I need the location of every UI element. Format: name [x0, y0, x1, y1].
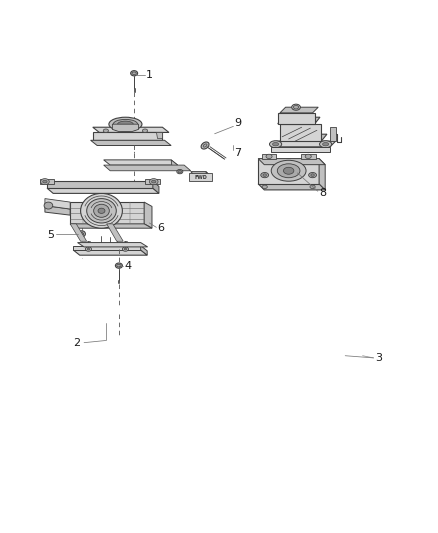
- Polygon shape: [330, 127, 336, 141]
- Ellipse shape: [269, 141, 282, 148]
- Ellipse shape: [203, 144, 207, 147]
- Polygon shape: [141, 246, 147, 255]
- Ellipse shape: [109, 117, 142, 131]
- Polygon shape: [73, 246, 141, 250]
- Polygon shape: [319, 158, 325, 190]
- Polygon shape: [113, 124, 138, 132]
- Polygon shape: [93, 127, 169, 133]
- Ellipse shape: [178, 171, 182, 173]
- Text: 9: 9: [234, 118, 241, 128]
- Polygon shape: [93, 133, 162, 140]
- Ellipse shape: [292, 104, 300, 110]
- Polygon shape: [271, 141, 336, 147]
- Ellipse shape: [132, 72, 136, 75]
- Ellipse shape: [149, 179, 158, 184]
- Polygon shape: [261, 154, 276, 158]
- Ellipse shape: [310, 185, 315, 189]
- Polygon shape: [70, 224, 152, 228]
- Ellipse shape: [277, 164, 300, 177]
- Ellipse shape: [41, 179, 49, 184]
- Text: 4: 4: [124, 261, 131, 271]
- Ellipse shape: [87, 248, 90, 250]
- Polygon shape: [280, 107, 318, 113]
- Polygon shape: [47, 188, 159, 193]
- Ellipse shape: [152, 180, 156, 183]
- Ellipse shape: [117, 264, 121, 267]
- Text: 7: 7: [234, 148, 241, 158]
- Text: 2: 2: [73, 338, 80, 348]
- Polygon shape: [70, 224, 87, 241]
- Ellipse shape: [98, 208, 105, 213]
- Ellipse shape: [311, 174, 314, 176]
- Ellipse shape: [113, 119, 138, 129]
- Polygon shape: [258, 158, 319, 184]
- Polygon shape: [280, 134, 327, 141]
- Ellipse shape: [177, 169, 183, 174]
- Ellipse shape: [117, 121, 133, 127]
- Ellipse shape: [116, 263, 122, 268]
- Polygon shape: [40, 180, 53, 184]
- Text: 6: 6: [157, 223, 164, 233]
- Polygon shape: [47, 181, 153, 188]
- Ellipse shape: [124, 248, 127, 250]
- Polygon shape: [70, 202, 144, 224]
- Polygon shape: [278, 113, 315, 124]
- Polygon shape: [301, 154, 316, 158]
- Ellipse shape: [87, 199, 116, 223]
- Ellipse shape: [309, 173, 317, 177]
- Ellipse shape: [266, 154, 272, 158]
- Polygon shape: [258, 184, 325, 190]
- Polygon shape: [258, 158, 325, 165]
- Ellipse shape: [272, 142, 279, 146]
- Text: FWD: FWD: [194, 175, 207, 180]
- Text: 3: 3: [376, 353, 383, 363]
- Polygon shape: [271, 147, 330, 152]
- Ellipse shape: [201, 142, 209, 149]
- Ellipse shape: [78, 231, 85, 237]
- Polygon shape: [278, 117, 320, 124]
- Polygon shape: [91, 140, 171, 146]
- Ellipse shape: [122, 247, 128, 251]
- Ellipse shape: [293, 106, 299, 109]
- Ellipse shape: [263, 174, 266, 176]
- Ellipse shape: [94, 204, 110, 217]
- Polygon shape: [144, 202, 152, 228]
- Polygon shape: [45, 206, 70, 215]
- Polygon shape: [145, 180, 160, 184]
- Ellipse shape: [305, 154, 311, 158]
- Polygon shape: [104, 165, 191, 171]
- Ellipse shape: [44, 202, 53, 209]
- Ellipse shape: [322, 142, 328, 146]
- Polygon shape: [104, 160, 178, 165]
- Ellipse shape: [142, 129, 148, 133]
- Ellipse shape: [283, 167, 294, 174]
- Text: 1: 1: [146, 70, 153, 80]
- Ellipse shape: [43, 180, 47, 183]
- Polygon shape: [78, 243, 148, 247]
- Polygon shape: [73, 250, 147, 255]
- Polygon shape: [107, 224, 123, 241]
- Polygon shape: [191, 172, 210, 176]
- Ellipse shape: [262, 185, 267, 189]
- Ellipse shape: [103, 129, 109, 133]
- Ellipse shape: [80, 232, 84, 235]
- Polygon shape: [206, 172, 210, 180]
- Text: 8: 8: [319, 188, 326, 198]
- Ellipse shape: [320, 141, 332, 148]
- Polygon shape: [45, 199, 70, 209]
- Ellipse shape: [261, 173, 268, 177]
- Bar: [189, 173, 212, 181]
- Polygon shape: [156, 133, 162, 138]
- Text: 5: 5: [47, 230, 54, 240]
- Polygon shape: [153, 181, 159, 193]
- Ellipse shape: [85, 247, 92, 251]
- Polygon shape: [280, 124, 321, 141]
- Ellipse shape: [81, 193, 122, 228]
- Polygon shape: [171, 160, 178, 170]
- Ellipse shape: [131, 71, 138, 76]
- Ellipse shape: [271, 160, 306, 181]
